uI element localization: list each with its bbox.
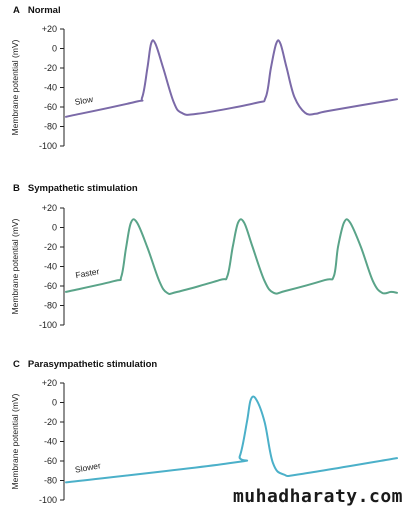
chart-panel-b: B Sympathetic stimulation +20 0 -20 -40 -60 -80… [10,183,398,330]
panel-letter: C [13,359,20,370]
panel-title: B Sympathetic stimulation [13,183,138,194]
y-tick-label: -40 [44,83,57,93]
y-tick-label: 0 [52,44,57,54]
panel-title: C Parasympathetic stimulation [13,359,157,370]
panel-title-text: Normal [28,5,61,16]
panel-title-text: Parasympathetic stimulation [28,359,158,370]
y-axis-label: Membrane potential (mV) [10,39,20,135]
y-tick-label: -80 [44,476,57,486]
watermark: muhadharaty.com [232,486,403,507]
series-line [65,39,398,118]
y-tick-label: -40 [44,437,57,447]
y-tick-label: -20 [44,63,57,73]
annotation-label: Slower [74,460,101,474]
y-tick-label: -100 [39,141,57,151]
series-line [65,395,398,484]
series-line [65,218,398,295]
y-tick-label: -80 [44,301,57,311]
y-tick-label: -40 [44,262,57,272]
chart-panel-c: C Parasympathetic stimulation +20 0 -20 -40 -6… [10,359,398,505]
y-tick-label: +20 [42,378,57,388]
y-tick-label: -80 [44,122,57,132]
y-tick-label: -100 [39,320,57,330]
y-axis-label: Membrane potential (mV) [10,218,20,314]
panel-title-text: Sympathetic stimulation [28,183,138,194]
y-tick-label: -20 [44,417,57,427]
panel-letter: A [13,5,20,16]
panel-letter: B [13,183,20,194]
y-tick-label: +20 [42,203,57,213]
annotation-label: Slow [74,94,95,107]
y-tick-label: 0 [52,223,57,233]
y-tick-label: +20 [42,24,57,34]
y-tick-label: -100 [39,495,57,505]
chart-panel-a: A Normal +20 0 -20 -40 -60 -80 -100 Membrane pote… [10,5,398,151]
y-tick-label: -20 [44,242,57,252]
y-tick-label: -60 [44,456,57,466]
y-tick-label: -60 [44,102,57,112]
y-tick-label: 0 [52,398,57,408]
annotation-label: Faster [75,266,101,280]
y-axis-label: Membrane potential (mV) [10,393,20,489]
panel-title: A Normal [13,5,61,16]
y-tick-label: -60 [44,281,57,291]
